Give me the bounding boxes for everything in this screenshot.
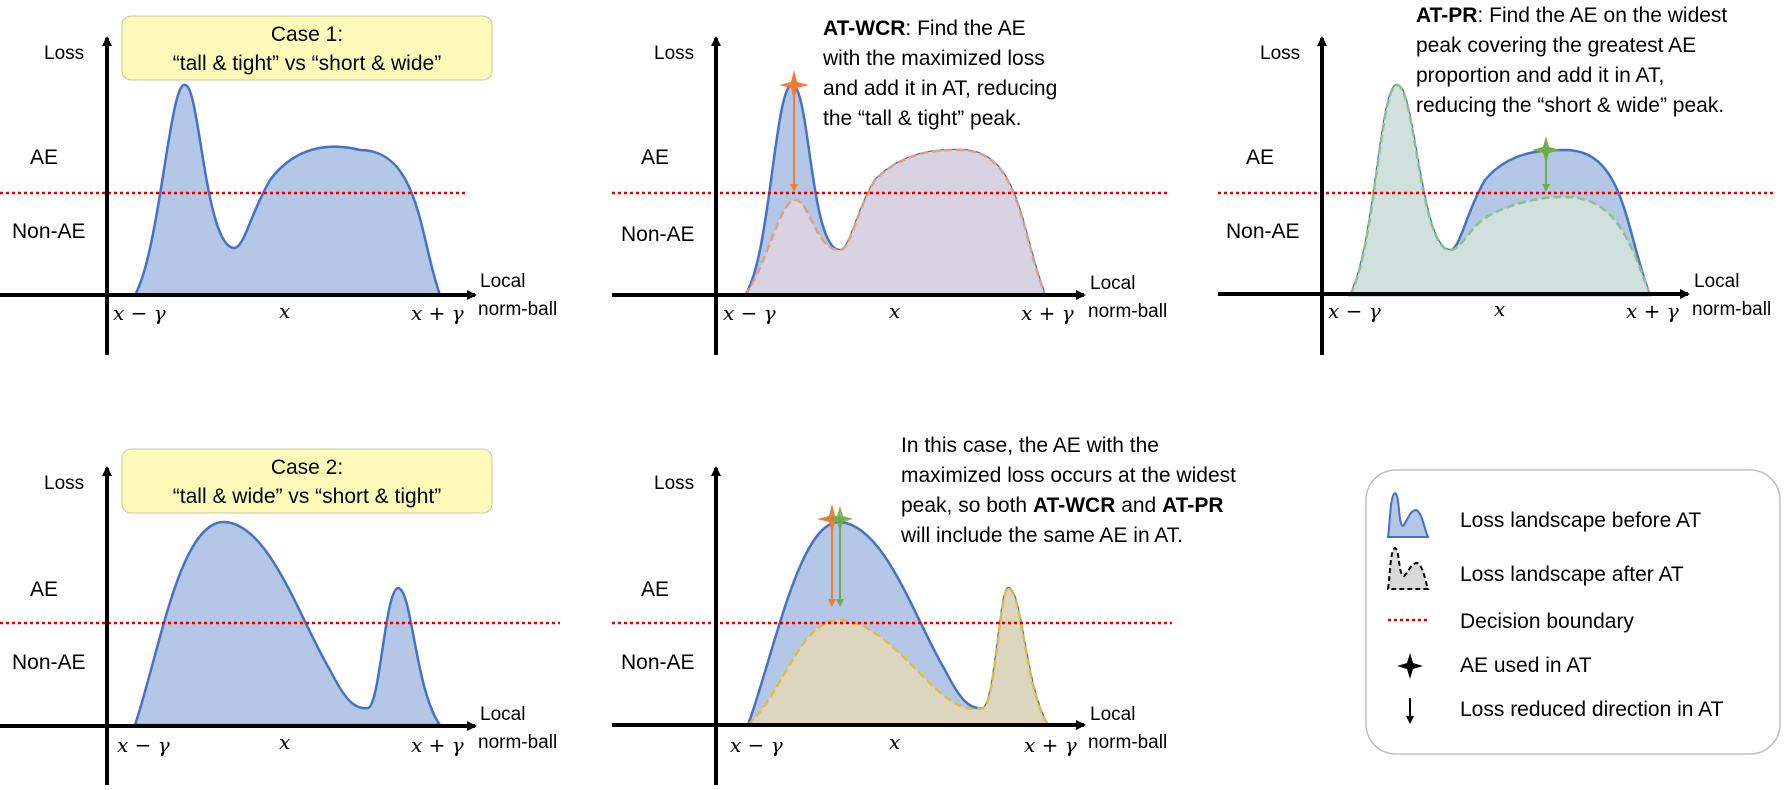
at-pr-description: AT-PR: Find the AE on the widest peak co…: [1416, 4, 1727, 117]
panel-at-pr: Loss AE Non-AE Local norm-ball x − γ x x…: [1218, 4, 1775, 355]
svg-text:and add it in AT, reducing: and add it in AT, reducing: [823, 77, 1057, 100]
loss-axis-label: Loss: [654, 473, 694, 494]
panel-case1-before: Loss AE Non-AE Local norm-ball x − γ x x…: [0, 15, 557, 355]
ae-used-marker: [779, 70, 809, 100]
x-minus-gamma-label: x − γ: [1328, 299, 1381, 323]
x-minus-gamma-label: x − γ: [730, 733, 783, 757]
svg-text:proportion and add it in AT,: proportion and add it in AT,: [1416, 64, 1664, 87]
norm-ball-label: norm-ball: [1088, 301, 1167, 322]
svg-text:reducing the “short & wide” pe: reducing the “short & wide” peak.: [1416, 94, 1724, 117]
loss-landscape-after: [742, 148, 1047, 297]
svg-text:with the maximized loss: with the maximized loss: [822, 47, 1045, 70]
x-label: x: [1494, 297, 1505, 321]
case2-description: In this case, the AE with the maximized …: [900, 434, 1236, 547]
svg-text:peak covering the greatest AE: peak covering the greatest AE: [1416, 34, 1696, 57]
loss-axis-label: Loss: [44, 43, 84, 64]
case2-subtitle: “tall & wide” vs “short & tight”: [173, 485, 441, 508]
x-plus-gamma-label: x + γ: [1021, 301, 1074, 325]
ae-label: AE: [641, 578, 669, 601]
ae-label: AE: [30, 578, 58, 601]
case1-box: Case 1: “tall & tight” vs “short & wide”: [121, 15, 493, 81]
x-plus-gamma-label: x + γ: [1024, 733, 1077, 757]
loss-axis-label: Loss: [654, 43, 694, 64]
x-label: x: [889, 299, 900, 323]
case1-subtitle: “tall & tight” vs “short & wide”: [173, 52, 441, 75]
legend-before-label: Loss landscape before AT: [1460, 509, 1701, 532]
panel-at-wcr: Loss AE Non-AE Local norm-ball x − γ x x…: [612, 17, 1170, 355]
case2-title: Case 2:: [271, 456, 343, 479]
ae-label: AE: [30, 146, 58, 169]
x-plus-gamma-label: x + γ: [411, 301, 464, 325]
non-ae-label: Non-AE: [12, 220, 86, 243]
loss-axis-label: Loss: [1260, 43, 1300, 64]
case2-box: Case 2: “tall & wide” vs “short & tight”: [121, 448, 493, 514]
ae-label: AE: [641, 146, 669, 169]
legend-before-icon: [1386, 491, 1430, 538]
at-pr-term: AT-PR: [1416, 4, 1477, 27]
local-label: Local: [1090, 704, 1135, 725]
local-label: Local: [480, 271, 525, 292]
case1-title: Case 1:: [271, 23, 343, 46]
svg-text:peak, so both AT-WCR and AT-PR: peak, so both AT-WCR and AT-PR: [901, 494, 1224, 517]
x-minus-gamma-label: x − γ: [117, 733, 170, 757]
loss-axis-label: Loss: [44, 473, 84, 494]
loss-landscape-before: [132, 83, 442, 297]
legend: Loss landscape before AT Loss landscape …: [1365, 469, 1781, 755]
x-label: x: [889, 730, 900, 754]
legend-after-icon: [1386, 546, 1430, 590]
ae-label: AE: [1246, 146, 1274, 169]
panel-case2-before: Loss AE Non-AE Local norm-ball x − γ x x…: [0, 448, 560, 785]
svg-text:In this case, the AE with the: In this case, the AE with the: [901, 434, 1159, 457]
loss-landscape-before: [133, 520, 443, 727]
x-minus-gamma-label: x − γ: [113, 301, 166, 325]
at-wcr-term: AT-WCR: [823, 17, 905, 40]
norm-ball-label: norm-ball: [1088, 732, 1167, 753]
legend-reduced-label: Loss reduced direction in AT: [1460, 698, 1724, 721]
loss-landscape-after: [744, 586, 1051, 727]
x-label: x: [279, 299, 290, 323]
ae-used-marker: [1532, 136, 1560, 164]
legend-ae-star-icon: [1397, 653, 1423, 679]
svg-text:will include the same AE in AT: will include the same AE in AT.: [900, 524, 1183, 547]
norm-ball-label: norm-ball: [478, 299, 557, 320]
non-ae-label: Non-AE: [1226, 220, 1300, 243]
legend-ae-used-label: AE used in AT: [1460, 654, 1592, 677]
x-label: x: [279, 730, 290, 754]
x-plus-gamma-label: x + γ: [411, 733, 464, 757]
non-ae-label: Non-AE: [621, 651, 695, 674]
svg-text:AT-WCR: Find the AE: AT-WCR: Find the AE: [823, 17, 1026, 40]
svg-text:maximized loss occurs at the w: maximized loss occurs at the widest: [901, 464, 1236, 487]
local-label: Local: [1090, 273, 1135, 294]
norm-ball-label: norm-ball: [1692, 299, 1771, 320]
local-label: Local: [1694, 271, 1739, 292]
non-ae-label: Non-AE: [621, 223, 695, 246]
non-ae-label: Non-AE: [12, 651, 86, 674]
legend-boundary-label: Decision boundary: [1460, 610, 1634, 633]
local-label: Local: [480, 704, 525, 725]
x-plus-gamma-label: x + γ: [1626, 299, 1679, 323]
svg-text:the “tall & tight” peak.: the “tall & tight” peak.: [823, 107, 1021, 130]
panel-both-methods: Loss AE Non-AE Local norm-ball x − γ x x…: [612, 434, 1236, 785]
at-wcr-description: AT-WCR: Find the AE with the maximized l…: [822, 17, 1057, 130]
x-minus-gamma-label: x − γ: [723, 301, 776, 325]
legend-after-label: Loss landscape after AT: [1460, 563, 1684, 586]
ae-used-marker-pr: [827, 506, 853, 532]
svg-text:AT-PR: Find the AE on the wide: AT-PR: Find the AE on the widest: [1416, 4, 1727, 27]
norm-ball-label: norm-ball: [478, 732, 557, 753]
loss-landscape-after: [1347, 83, 1652, 297]
